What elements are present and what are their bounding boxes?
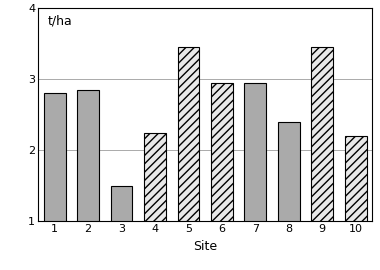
Bar [211,83,233,221]
Bar [345,136,367,221]
Bar [111,186,133,221]
Bar [77,90,99,221]
Bar [278,122,300,221]
Bar [177,47,200,221]
Text: t/ha: t/ha [48,15,73,28]
X-axis label: Site: Site [193,240,217,253]
Bar [244,83,266,221]
Bar [311,47,333,221]
Bar [144,133,166,221]
Bar [44,93,66,221]
